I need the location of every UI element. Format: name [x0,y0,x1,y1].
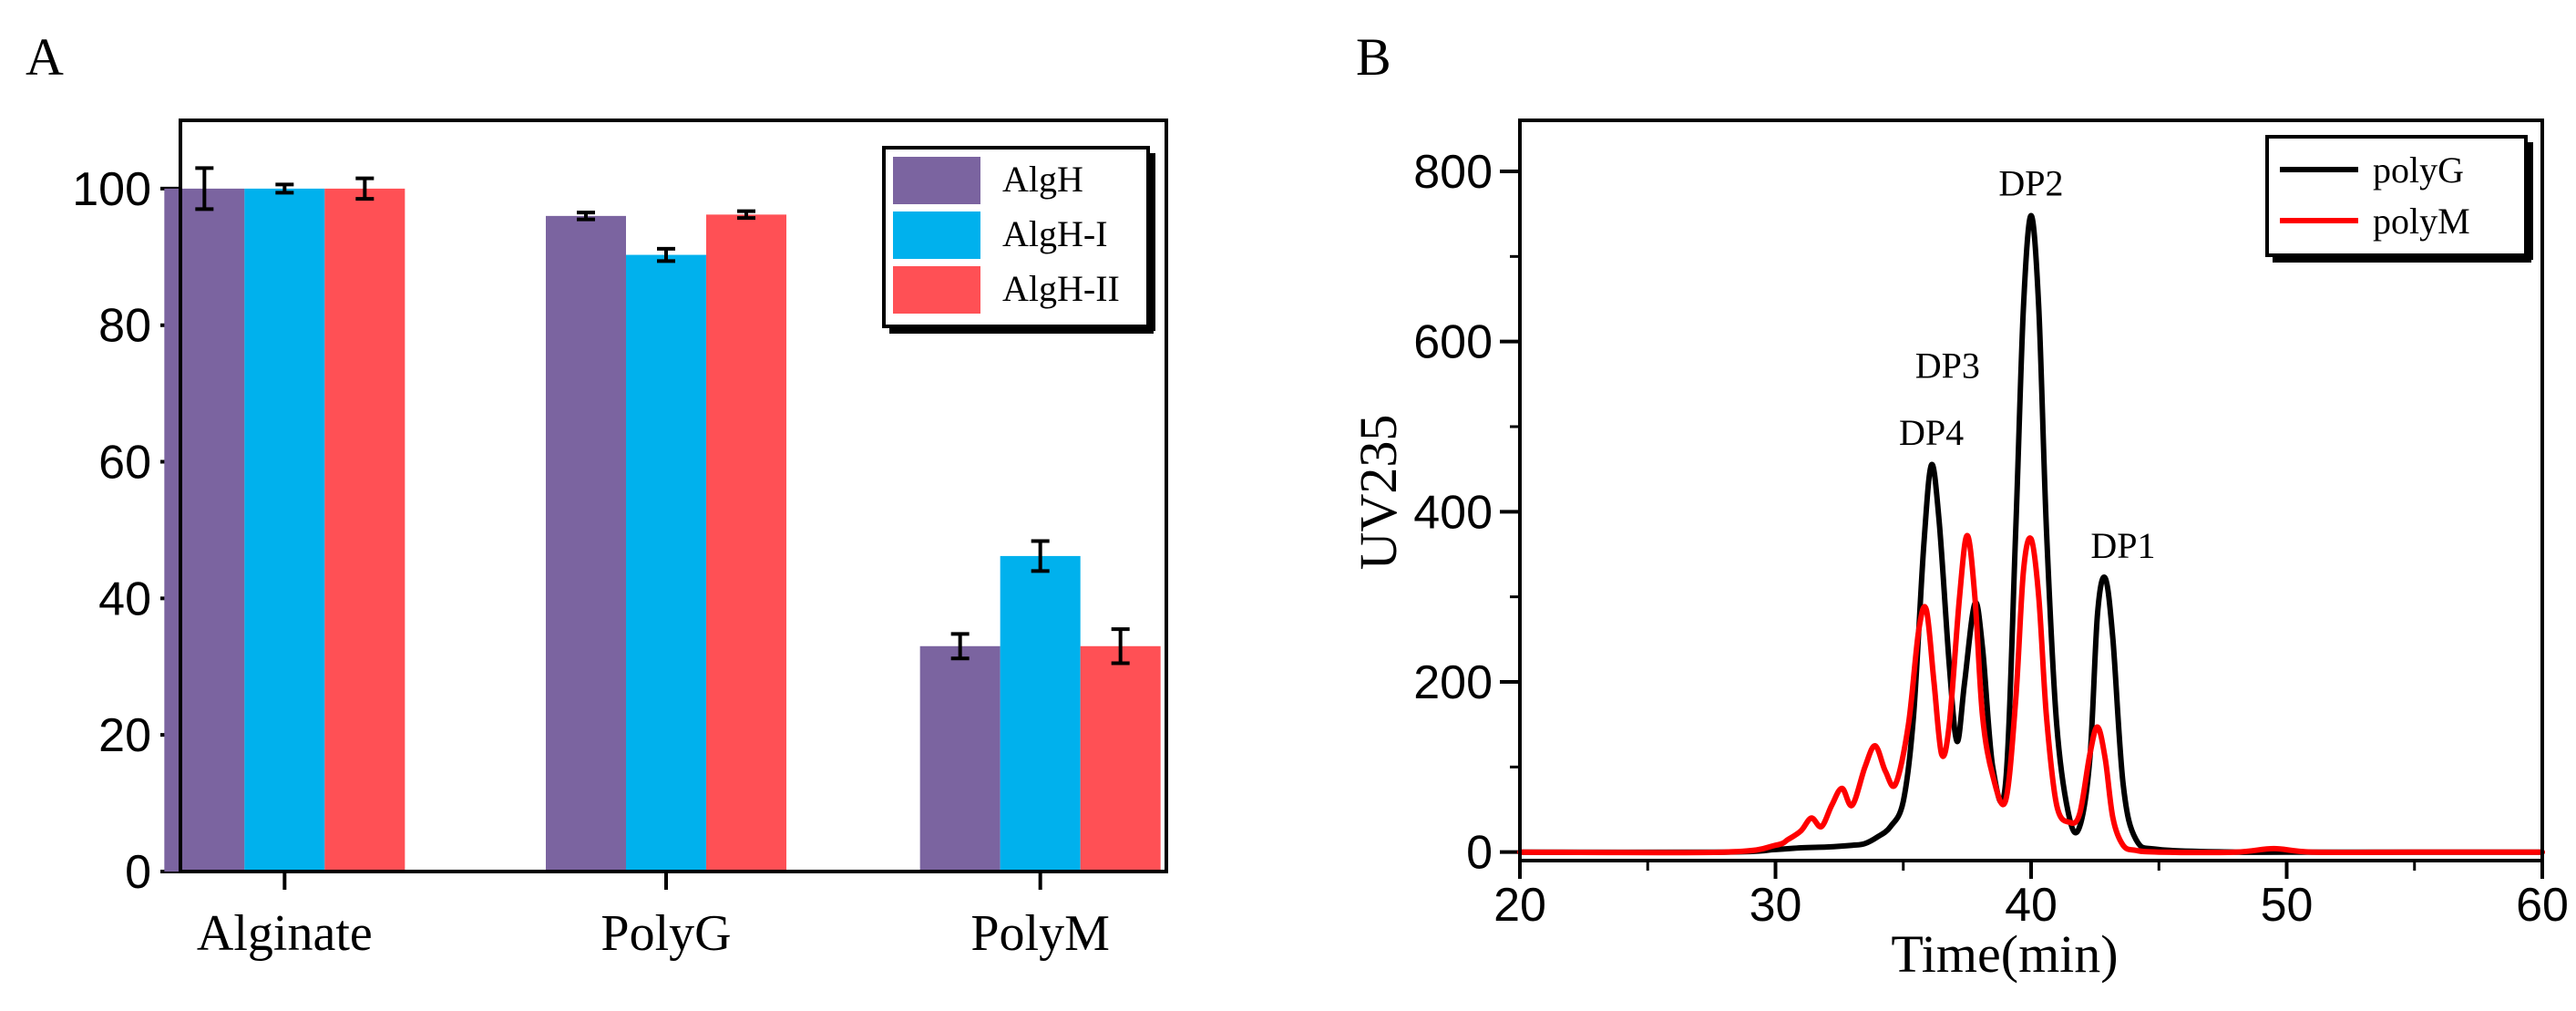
bar-algh-ii-polyg [706,214,786,872]
y-tick-label-40: 40 [98,573,151,625]
annotation-dp4: DP4 [1899,412,1964,453]
legend-box-b [2265,135,2528,257]
y-tick-label-0: 0 [125,846,151,899]
legend-label-algh-i: AlgH-I [1002,213,1108,254]
legend-b: polyG polyM [2265,135,2533,263]
legend-a: AlgH AlgH-I AlgH-II [882,146,1155,334]
x-tick-label-60: 60 [2516,879,2569,932]
y-tick-label-600: 600 [1413,316,1493,369]
bar-algh-polyg [546,215,626,872]
annotation-dp1: DP1 [2090,525,2155,566]
x-tick-label-polyg: PolyG [600,905,731,962]
series-line-polym [1517,532,2545,856]
y-tick-label-80: 80 [98,300,151,353]
y-tick-label-400: 400 [1413,486,1493,539]
legend-label-polym: polyM [2373,201,2470,242]
y-tick-label-200: 200 [1413,656,1493,709]
x-tick-label-polym: PolyM [970,905,1110,962]
axes-b: 0 200 400 600 800 20 30 40 50 60 [1413,146,2569,932]
series-line-polyg [1517,212,2545,855]
legend-swatch-algh-ii [893,266,980,314]
y-tick-label-0: 0 [1466,827,1493,880]
legend-swatch-algh-i [893,211,980,259]
bars-a [164,166,1161,872]
plot-frame-a [179,119,1168,873]
y-axis-a: 0 20 40 60 80 100 [72,163,180,899]
x-axis-a: Alginate PolyG PolyM [197,872,1110,962]
bar-algh-alginate [164,188,245,872]
x-axis-title-b: Time(min) [1891,924,2118,984]
legend-label-algh-ii: AlgH-II [1002,268,1120,309]
bar-algh-ii-alginate [324,188,405,872]
panel-label-b: B [1356,27,1391,87]
panel-label-a: A [26,27,64,87]
legend-label-algh: AlgH [1002,159,1083,200]
x-tick-label-40: 40 [2005,879,2058,932]
annotation-dp2: DP2 [1998,163,2063,204]
bar-algh-ii-polym [1080,645,1161,872]
bar-algh-i-alginate [244,188,325,872]
y-tick-label-60: 60 [98,437,151,490]
lines-b [1517,212,2545,856]
annotations-b: DP4 DP3 DP2 DP1 [1899,163,2155,567]
x-tick-label-30: 30 [1750,879,1802,932]
x-tick-label-20: 20 [1493,879,1546,932]
y-tick-label-800: 800 [1413,146,1493,199]
x-tick-label-50: 50 [2261,879,2314,932]
bar-algh-polym [919,645,1001,872]
bar-algh-i-polym [1000,555,1081,872]
plot-frame-b [1518,119,2544,862]
y-tick-label-100: 100 [72,163,151,216]
x-tick-label-alginate: Alginate [197,905,373,962]
y-tick-label-20: 20 [98,709,151,762]
annotation-dp3: DP3 [1915,346,1980,387]
panel-b: B 0 200 400 600 800 20 30 40 50 60 DP4 DP3 DP2 DP1 p… [1349,27,2569,984]
legend-swatch-algh [893,157,980,204]
y-axis-title-b: UV235 [1349,415,1408,571]
bar-algh-i-polyg [626,254,706,872]
legend-label-polyg: polyG [2373,150,2464,191]
